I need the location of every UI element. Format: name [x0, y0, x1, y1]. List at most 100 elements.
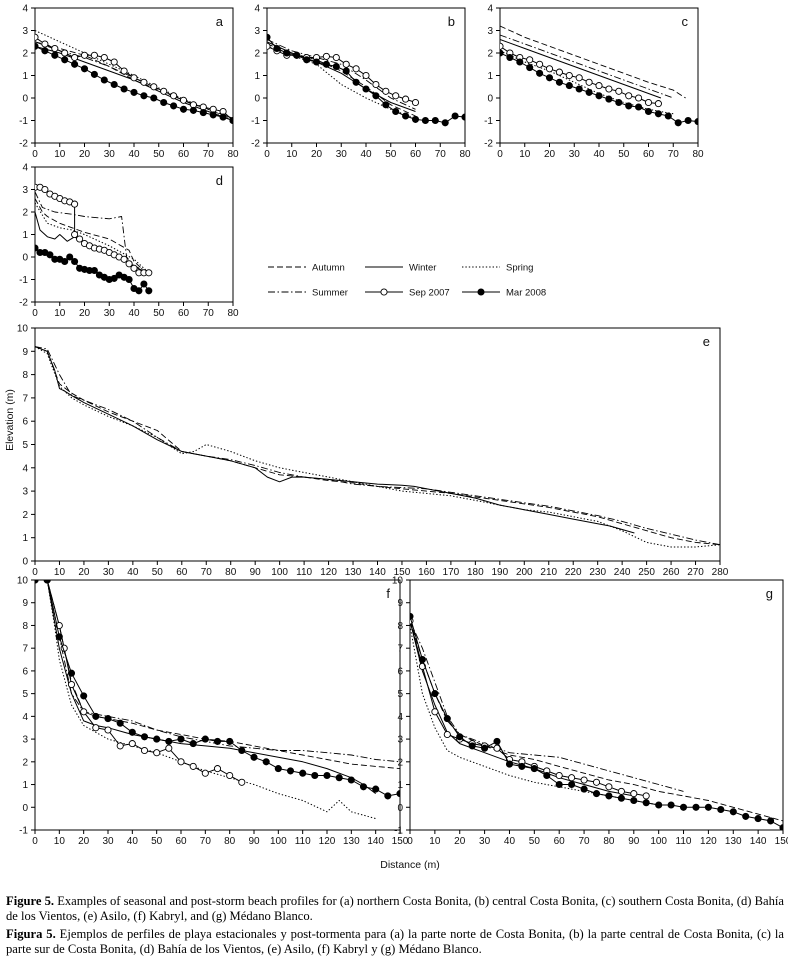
data-point-sep2007 [41, 40, 49, 48]
legend-label: Winter [409, 263, 436, 274]
data-point-mar2008 [322, 60, 330, 68]
data-point-mar2008 [506, 53, 514, 62]
data-point-mar2008 [372, 92, 380, 100]
data-point-mar2008 [754, 815, 762, 823]
data-point-mar2008 [536, 69, 544, 77]
y-tick-label: 0 [254, 94, 260, 105]
series-line-summer [500, 34, 674, 99]
y-tick-label: 3 [22, 735, 28, 746]
data-point-sep2007 [177, 758, 185, 766]
data-point-mar2008 [140, 280, 148, 288]
x-tick-label: 10 [54, 308, 66, 319]
data-point-sep2007 [170, 92, 178, 100]
data-point-mar2008 [779, 824, 783, 830]
x-tick-label: 60 [178, 149, 190, 160]
data-point-mar2008 [505, 760, 514, 768]
x-tick-label: 0 [497, 149, 503, 160]
series-line-spring [35, 346, 720, 548]
data-point-sep2007 [110, 58, 118, 66]
x-tick-label: 200 [516, 567, 533, 578]
data-point-mar2008 [384, 792, 392, 800]
y-tick-label: 3 [397, 735, 403, 746]
x-tick-label: 0 [32, 149, 38, 160]
y-tick-label: 5 [22, 440, 28, 451]
data-point-sep2007 [585, 78, 593, 86]
x-tick-label: 120 [700, 836, 717, 847]
x-tick-label: 30 [102, 836, 114, 847]
data-point-sep2007 [189, 762, 197, 770]
x-tick-label: 80 [227, 308, 239, 319]
y-tick-label: 2 [22, 510, 28, 521]
series-line-summer [410, 620, 684, 792]
y-tick-label: 0 [22, 557, 28, 568]
data-point-sep2007 [120, 255, 128, 263]
data-point-sep2007 [654, 100, 662, 108]
y-tick-label: 4 [22, 463, 28, 474]
data-point-mar2008 [189, 106, 197, 114]
data-point-sep2007 [615, 87, 623, 95]
data-point-mar2008 [262, 758, 270, 766]
y-tick-label: 4 [254, 4, 260, 15]
x-tick-label: 120 [320, 567, 337, 578]
panel-c-series [500, 25, 698, 127]
data-point-sep2007 [140, 78, 148, 86]
data-point-mar2008 [362, 85, 370, 93]
y-tick-label: 3 [487, 26, 493, 37]
data-point-sep2007 [55, 621, 63, 630]
data-point-sep2007 [568, 774, 576, 782]
data-point-sep2007 [150, 83, 158, 91]
series-line-summer [35, 580, 400, 763]
x-tick-label: 30 [104, 149, 116, 160]
data-point-mar2008 [293, 51, 301, 59]
x-tick-label: 140 [367, 836, 384, 847]
data-point-sep2007 [625, 92, 633, 100]
series-line-summer [267, 39, 416, 110]
x-tick-label: 100 [271, 567, 288, 578]
data-point-mar2008 [592, 790, 601, 798]
data-point-sep2007 [555, 68, 563, 76]
x-tick-label: 50 [153, 149, 165, 160]
data-point-mar2008 [526, 64, 534, 72]
series-line-sep2007 [35, 580, 243, 783]
data-point-mar2008 [410, 612, 414, 620]
x-tick-label: 170 [443, 567, 460, 578]
y-tick-label: 5 [22, 689, 28, 700]
data-point-sep2007 [35, 33, 39, 41]
panel-g: 0102030405060708090100110120130140150-10… [392, 576, 788, 848]
data-point-sep2007 [226, 771, 234, 780]
y-tick-label: -1 [251, 116, 260, 127]
data-point-mar2008 [617, 794, 625, 802]
data-point-mar2008 [71, 257, 79, 266]
data-point-mar2008 [481, 744, 489, 752]
y-tick-label: 4 [22, 4, 28, 15]
data-point-mar2008 [568, 780, 576, 789]
data-point-sep2007 [120, 67, 128, 75]
legend-entry-sep2007: Sep 2007 [365, 288, 450, 299]
x-tick-label: 40 [128, 308, 140, 319]
data-point-mar2008 [664, 112, 672, 120]
x-tick-label: 0 [32, 308, 38, 319]
data-point-mar2008 [312, 58, 321, 66]
data-point-mar2008 [61, 257, 69, 266]
data-point-mar2008 [655, 801, 663, 809]
data-point-mar2008 [55, 633, 63, 641]
data-point-mar2008 [299, 769, 307, 777]
data-point-mar2008 [35, 580, 39, 584]
data-point-sep2007 [71, 53, 79, 62]
data-point-sep2007 [342, 60, 350, 68]
data-point-sep2007 [500, 42, 504, 50]
data-point-mar2008 [209, 111, 217, 119]
data-point-mar2008 [238, 746, 246, 755]
data-point-mar2008 [90, 70, 98, 78]
x-tick-label: 20 [544, 149, 556, 160]
x-tick-label: 130 [345, 567, 362, 578]
data-point-mar2008 [555, 78, 563, 86]
x-tick-label: 60 [178, 308, 190, 319]
data-point-mar2008 [694, 118, 698, 126]
panel-e: 0 10 20 30 40 50 60 70 80 90 100 110 120 130 140 150 160… [17, 324, 729, 579]
data-point-mar2008 [170, 102, 178, 110]
panel-g-frame [409, 579, 784, 831]
x-tick-label: 70 [201, 567, 213, 578]
x-tick-label: 0 [407, 836, 413, 847]
y-tick-label: 10 [17, 576, 29, 587]
